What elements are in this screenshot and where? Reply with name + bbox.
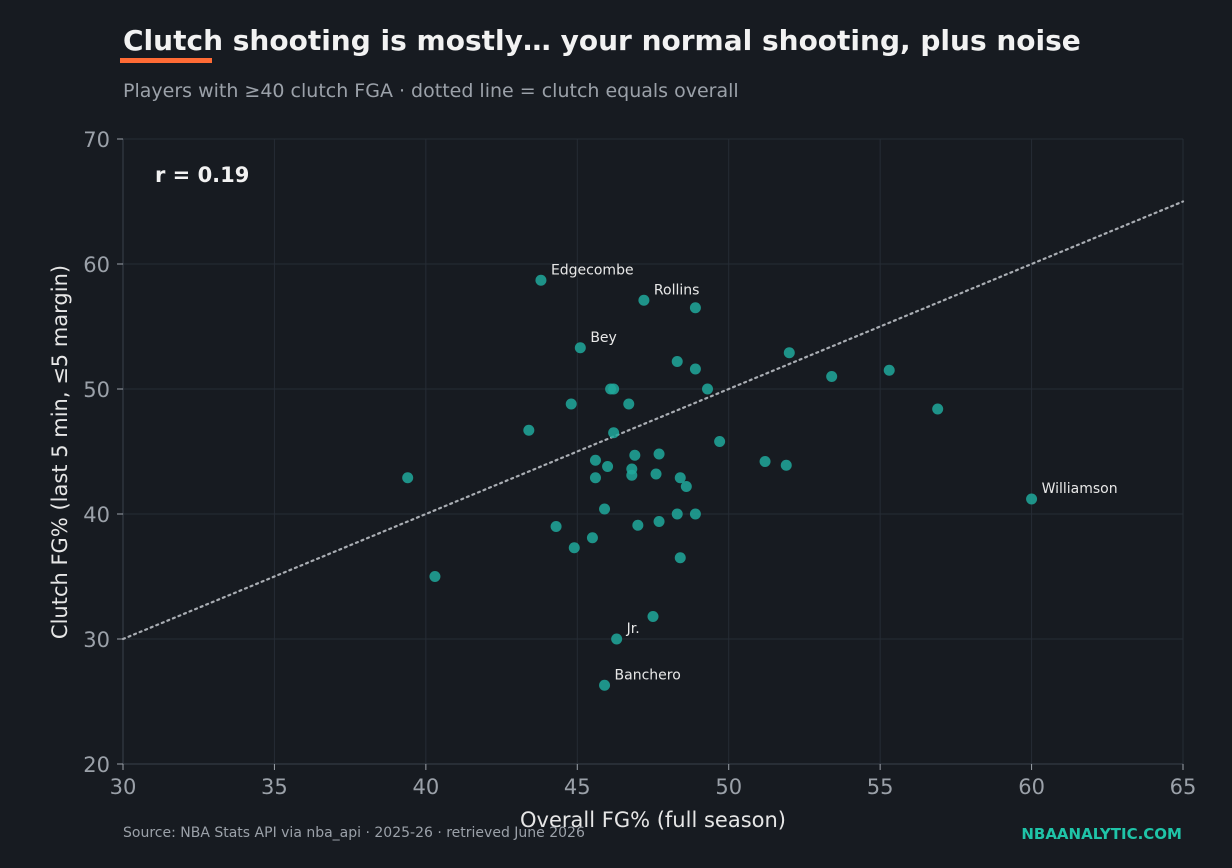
data-point[interactable]: [674, 552, 686, 564]
brand-link[interactable]: NBAANALYTIC.COM: [1021, 825, 1182, 843]
data-point[interactable]: [689, 302, 701, 314]
data-point[interactable]: [586, 532, 598, 544]
data-point[interactable]: [674, 472, 686, 484]
reference-line: [121, 200, 1185, 641]
data-point[interactable]: [702, 383, 714, 395]
x-tick-label: 45: [564, 775, 591, 799]
y-tick-label: 20: [83, 753, 110, 777]
data-point[interactable]: [689, 363, 701, 375]
data-point[interactable]: [599, 679, 611, 691]
data-point[interactable]: [535, 274, 547, 286]
data-point[interactable]: [650, 468, 662, 480]
x-tick-label: 60: [1018, 775, 1045, 799]
point-label: Rollins: [654, 282, 700, 298]
point-label: Edgecombe: [551, 262, 634, 278]
data-points: [402, 274, 1038, 691]
data-point[interactable]: [1026, 493, 1038, 505]
y-tick-label: 50: [83, 378, 110, 402]
data-point[interactable]: [714, 436, 726, 447]
correlation-annotation: r = 0.19: [155, 163, 249, 187]
y-tick-label: 60: [83, 253, 110, 277]
data-point[interactable]: [671, 508, 683, 520]
data-point[interactable]: [638, 294, 650, 306]
point-label: Williamson: [1042, 481, 1118, 497]
data-point[interactable]: [623, 398, 635, 410]
data-point[interactable]: [647, 611, 659, 622]
x-tick-label: 35: [261, 775, 288, 799]
data-point[interactable]: [689, 508, 701, 520]
data-point[interactable]: [608, 383, 620, 395]
chart-subtitle: Players with ≥40 clutch FGA · dotted lin…: [123, 80, 739, 102]
point-label: Bey: [590, 330, 617, 346]
y-axis-label: Clutch FG% (last 5 min, ≤5 margin): [48, 265, 72, 639]
chart-title: Clutch shooting is mostly… your normal s…: [123, 24, 1081, 57]
data-point[interactable]: [611, 633, 623, 645]
data-point[interactable]: [671, 356, 683, 367]
data-point[interactable]: [608, 427, 620, 439]
y-tick-label: 30: [83, 628, 110, 652]
data-point[interactable]: [523, 424, 535, 436]
data-point[interactable]: [653, 516, 665, 527]
data-point[interactable]: [402, 472, 414, 484]
x-tick-label: 30: [110, 775, 137, 799]
data-point[interactable]: [826, 371, 838, 382]
x-tick-label: 40: [412, 775, 439, 799]
data-point[interactable]: [568, 542, 580, 554]
data-point[interactable]: [599, 503, 611, 515]
x-axis-label: Overall FG% (full season): [520, 808, 786, 832]
data-point[interactable]: [589, 472, 601, 484]
data-point[interactable]: [780, 459, 792, 471]
reference-line-group: [121, 200, 1185, 641]
data-point[interactable]: [632, 519, 644, 531]
title-accent-bar: [120, 58, 212, 63]
point-labels: Edgecombe Rollins Bey Williamson Jr. Banchero: [551, 262, 1118, 683]
data-point[interactable]: [626, 469, 638, 481]
data-point[interactable]: [565, 398, 577, 410]
data-point[interactable]: [680, 481, 692, 492]
data-point[interactable]: [653, 448, 665, 460]
data-point[interactable]: [932, 403, 944, 415]
data-point[interactable]: [602, 461, 614, 472]
data-point[interactable]: [429, 571, 441, 582]
y-tick-label: 40: [83, 503, 110, 527]
x-tick-label: 50: [715, 775, 742, 799]
point-label: Jr.: [626, 621, 640, 637]
source-note: Source: NBA Stats API via nba_api · 2025…: [123, 825, 585, 841]
y-tick-label: 70: [83, 128, 110, 152]
x-tick-label: 55: [867, 775, 894, 799]
data-point[interactable]: [759, 456, 771, 467]
point-label: Banchero: [615, 667, 681, 683]
x-tick-label: 65: [1170, 775, 1197, 799]
data-point[interactable]: [574, 342, 586, 354]
data-point[interactable]: [629, 449, 641, 461]
data-point[interactable]: [589, 454, 601, 466]
data-point[interactable]: [550, 521, 562, 532]
data-point[interactable]: [783, 347, 795, 359]
data-point[interactable]: [883, 364, 895, 376]
